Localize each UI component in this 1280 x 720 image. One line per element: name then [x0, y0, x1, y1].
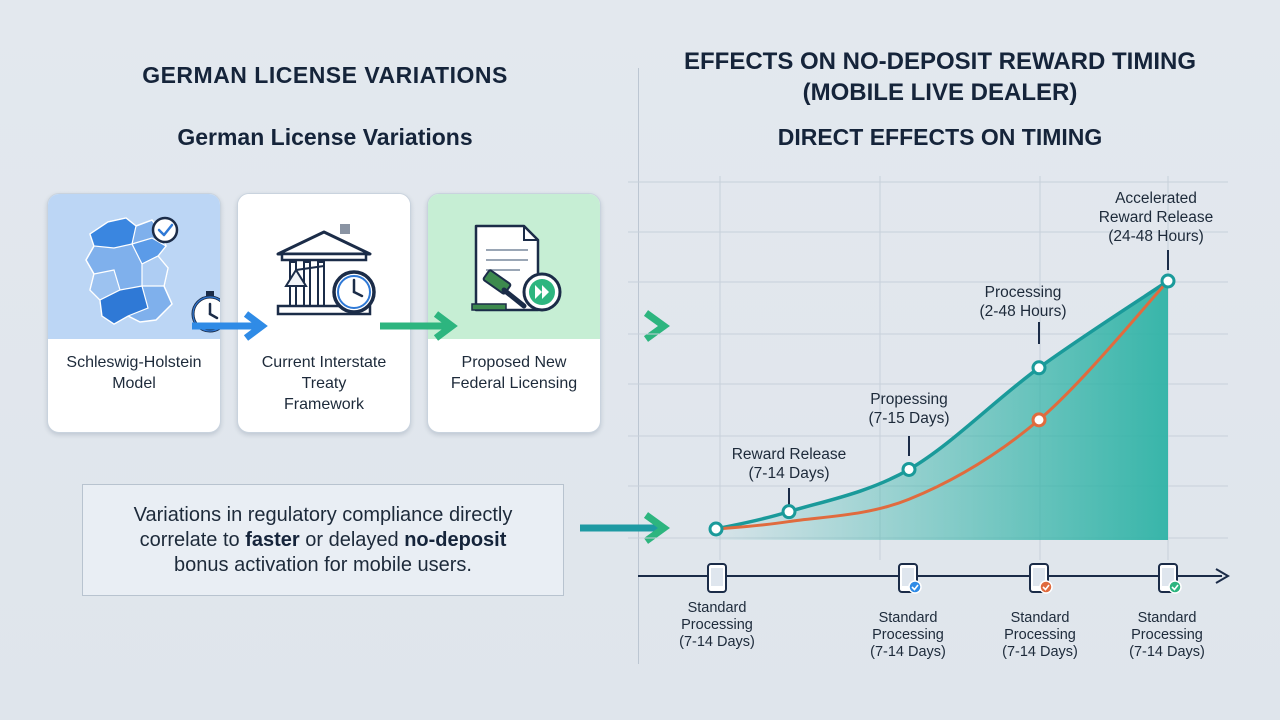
x-label-2-line-1: Standard	[878, 610, 938, 626]
note-line-2-mid: or delayed	[299, 529, 405, 551]
note-line-2-pre: correlate to	[139, 529, 246, 551]
x-label-2-line-2: Processing	[872, 627, 944, 643]
x-label-3: Standard Processing (7-14 Days)	[980, 610, 1100, 661]
card-3-label-line-1: Proposed New	[461, 354, 567, 371]
arrow-card2-to-card3	[380, 311, 458, 341]
chart-x-axis	[638, 568, 1230, 584]
annotation-1-line-1: Reward Release	[731, 446, 847, 463]
annotation-reward-release: Reward Release (7-14 Days)	[714, 445, 864, 483]
card-2-label-line-1: Current Interstate	[261, 354, 387, 371]
x-label-1-line-3: (7-14 Days)	[679, 634, 755, 650]
x-label-3-line-2: Processing	[1004, 627, 1076, 643]
x-label-4-line-2: Processing	[1131, 627, 1203, 643]
phone-icon	[898, 563, 922, 594]
phone-icons	[707, 563, 1182, 594]
x-label-4: Standard Processing (7-14 Days)	[1107, 610, 1227, 661]
left-panel-title: GERMAN LICENSE VARIATIONS	[142, 62, 508, 88]
note-line-1: Variations in regulatory compliance dire…	[133, 504, 513, 526]
x-label-4-line-1: Standard	[1137, 610, 1197, 626]
annotation-3-line-2: (2-48 Hours)	[979, 303, 1067, 320]
teal-data-point	[781, 504, 797, 520]
card-interstate-treaty: Current Interstate Treaty Framework	[237, 193, 411, 433]
compliance-note-text: Variations in regulatory compliance dire…	[93, 503, 553, 578]
annotation-4-line-1: Accelerated	[1115, 190, 1197, 207]
arrow-to-chart-top	[580, 310, 670, 342]
phone-icon	[1029, 563, 1053, 594]
card-3-label-line-2: Federal Licensing	[450, 375, 578, 392]
annotation-2-line-2: (7-15 Days)	[868, 410, 950, 427]
x-label-1-line-2: Processing	[681, 617, 753, 633]
annotation-4-line-2: Reward Release	[1098, 209, 1214, 226]
card-1-label-line-1: Schleswig-Holstein	[66, 354, 202, 371]
x-label-1: Standard Processing (7-14 Days)	[657, 600, 777, 651]
card-3-label: Proposed New Federal Licensing	[432, 352, 596, 394]
x-label-3-line-1: Standard	[1010, 610, 1070, 626]
annotation-1-line-2: (7-14 Days)	[748, 465, 830, 482]
phone-icon	[1158, 563, 1182, 594]
note-no-deposit: no-deposit	[404, 529, 507, 551]
card-federal-licensing: Proposed New Federal Licensing	[427, 193, 601, 433]
courthouse-clock-icon	[276, 224, 376, 316]
arrow-to-chart-bottom	[580, 512, 670, 544]
card-schleswig-holstein: Schleswig-Holstein Model	[47, 193, 221, 433]
x-label-2-line-3: (7-14 Days)	[870, 644, 946, 660]
card-2-label: Current Interstate Treaty Framework	[242, 352, 406, 415]
x-label-3-line-3: (7-14 Days)	[1002, 644, 1078, 660]
compliance-note-box: Variations in regulatory compliance dire…	[82, 484, 564, 596]
teal-data-point	[901, 461, 917, 477]
arrow-card1-to-card2	[192, 311, 268, 341]
chart-points	[708, 273, 1176, 537]
orange-series-line	[715, 279, 1170, 531]
right-title-line-2: (MOBILE LIVE DEALER)	[802, 79, 1078, 106]
right-title-line-1: EFFECTS ON NO-DEPOSIT REWARD TIMING	[683, 48, 1196, 75]
annotation-2-line-1: Propessing	[870, 391, 948, 408]
phone-icon	[707, 563, 727, 593]
left-panel-subtitle: German License Variations	[177, 124, 473, 150]
annotation-3-line-1: Processing	[984, 284, 1062, 301]
card-1-label-line-2: Model	[112, 375, 156, 392]
x-label-1-line-1: Standard	[687, 600, 747, 616]
x-label-2: Standard Processing (7-14 Days)	[848, 610, 968, 661]
annotation-propessing: Propessing (7-15 Days)	[834, 390, 984, 428]
orange-data-point	[1031, 412, 1047, 428]
teal-series-line	[715, 279, 1169, 531]
panel-divider	[638, 68, 639, 664]
teal-data-point	[708, 521, 724, 537]
teal-area-fill	[716, 281, 1168, 540]
x-label-4-line-3: (7-14 Days)	[1129, 644, 1205, 660]
germany-map-icon	[85, 216, 220, 333]
chart-subtitle: DIRECT EFFECTS ON TIMING	[777, 124, 1103, 150]
annotation-4-line-3: (24-48 Hours)	[1108, 228, 1204, 245]
teal-data-point	[1160, 273, 1176, 289]
teal-data-point	[1031, 360, 1047, 376]
annotation-accelerated: Accelerated Reward Release (24-48 Hours)	[1076, 189, 1236, 246]
card-1-label: Schleswig-Holstein Model	[52, 352, 216, 394]
card-2-label-line-2: Treaty	[301, 375, 347, 392]
note-line-3: bonus activation for mobile users.	[174, 554, 472, 576]
right-panel-title: EFFECTS ON NO-DEPOSIT REWARD TIMING (MOB…	[650, 46, 1230, 108]
annotation-processing: Processing (2-48 Hours)	[948, 283, 1098, 321]
note-faster: faster	[245, 529, 300, 551]
document-gavel-icon	[471, 224, 562, 312]
card-2-label-line-3: Framework	[283, 396, 364, 413]
